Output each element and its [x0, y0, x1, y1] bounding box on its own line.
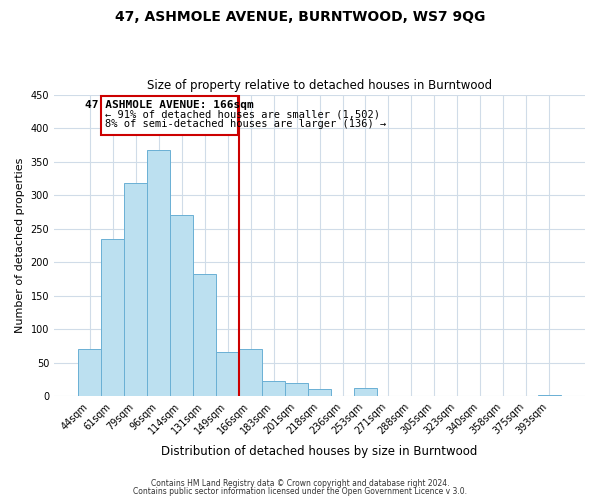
Bar [101, 239, 124, 396]
Bar [285, 383, 308, 396]
Bar [262, 381, 285, 396]
Text: Contains HM Land Registry data © Crown copyright and database right 2024.: Contains HM Land Registry data © Crown c… [151, 478, 449, 488]
Bar [308, 389, 331, 396]
Bar [193, 274, 216, 396]
Bar [354, 388, 377, 396]
Text: 47 ASHMOLE AVENUE: 166sqm: 47 ASHMOLE AVENUE: 166sqm [85, 100, 254, 110]
Bar [170, 216, 193, 396]
Bar [538, 395, 561, 396]
X-axis label: Distribution of detached houses by size in Burntwood: Distribution of detached houses by size … [161, 444, 478, 458]
Title: Size of property relative to detached houses in Burntwood: Size of property relative to detached ho… [147, 79, 492, 92]
Bar [147, 150, 170, 396]
Text: Contains public sector information licensed under the Open Government Licence v : Contains public sector information licen… [133, 487, 467, 496]
Bar [216, 352, 239, 397]
Text: ← 91% of detached houses are smaller (1,502): ← 91% of detached houses are smaller (1,… [104, 110, 380, 120]
Text: 47, ASHMOLE AVENUE, BURNTWOOD, WS7 9QG: 47, ASHMOLE AVENUE, BURNTWOOD, WS7 9QG [115, 10, 485, 24]
Bar [239, 350, 262, 397]
Text: 8% of semi-detached houses are larger (136) →: 8% of semi-detached houses are larger (1… [104, 118, 386, 128]
Bar [124, 183, 147, 396]
Y-axis label: Number of detached properties: Number of detached properties [15, 158, 25, 333]
FancyBboxPatch shape [101, 96, 238, 135]
Bar [78, 350, 101, 397]
